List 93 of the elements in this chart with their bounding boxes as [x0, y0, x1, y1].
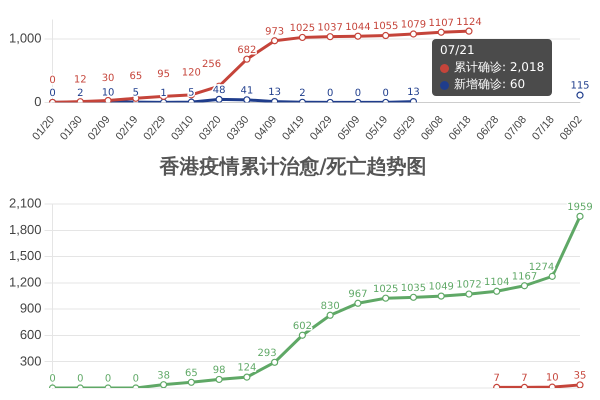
data-label: 0	[132, 374, 140, 385]
data-label: 0	[49, 75, 56, 86]
point	[298, 332, 306, 339]
y-tick-label: 0	[34, 94, 42, 110]
y-tick-label: 1,200	[8, 274, 42, 290]
data-label: 38	[157, 370, 170, 382]
data-label: 10	[102, 87, 114, 98]
point	[243, 374, 250, 381]
point	[465, 28, 473, 35]
data-label: 293	[258, 348, 277, 359]
y-tick-label: 300	[20, 353, 42, 368]
point	[438, 292, 445, 300]
data-label: 0	[354, 88, 362, 100]
data-label: 682	[237, 44, 256, 56]
data-label: 1044	[345, 22, 371, 33]
y-tick-label: 1,500	[8, 248, 42, 264]
data-label: 10	[546, 372, 559, 384]
point	[382, 294, 390, 302]
data-label: 973	[265, 26, 284, 38]
data-label: 1049	[428, 282, 454, 293]
point	[382, 32, 390, 40]
data-label: 0	[49, 88, 56, 100]
data-label: 35	[574, 370, 586, 382]
y-tick-label: 900	[20, 300, 42, 316]
point	[410, 294, 418, 301]
point	[271, 358, 278, 366]
point	[548, 272, 556, 280]
data-label: 30	[102, 73, 114, 84]
data-label: 830	[320, 300, 340, 312]
data-label: 120	[182, 67, 201, 78]
data-label: 124	[237, 362, 256, 374]
point	[160, 381, 168, 388]
annotation: 新增确诊: 60	[454, 77, 526, 92]
data-label: 2	[299, 88, 306, 99]
data-label: 65	[129, 70, 142, 82]
data-label: 1107	[428, 18, 454, 29]
point	[216, 96, 223, 102]
data-label: 1037	[317, 22, 343, 34]
point	[410, 30, 418, 38]
point	[326, 312, 334, 319]
point	[576, 381, 584, 388]
annotation: 累计确诊: 2,018	[454, 60, 544, 74]
data-label: 2	[77, 88, 84, 99]
y-tick-label: 1,000	[8, 30, 42, 46]
data-label: 65	[184, 368, 198, 379]
point	[216, 376, 223, 384]
data-label: 98	[212, 365, 226, 376]
chart-title: 香港疫情累计治愈/死亡趋势图	[158, 154, 427, 178]
point	[354, 32, 362, 40]
point	[520, 282, 528, 290]
data-label: 1959	[567, 202, 593, 213]
data-label: 967	[348, 288, 368, 300]
data-label: 95	[157, 69, 170, 80]
point	[354, 300, 362, 307]
annotation: 07/21	[440, 43, 475, 58]
point	[438, 28, 445, 36]
point	[298, 34, 306, 42]
data-label: 0	[104, 374, 112, 385]
point	[188, 378, 195, 386]
data-label: 1167	[512, 271, 538, 282]
y-tick-label: 1,800	[8, 222, 42, 237]
data-label: 0	[77, 374, 84, 385]
data-label: 7	[521, 372, 528, 384]
data-label: 1274	[528, 262, 554, 273]
data-label: 7	[494, 372, 500, 384]
data-label: 1104	[484, 276, 510, 288]
point	[326, 33, 334, 40]
y-tick-label: 600	[20, 327, 42, 342]
point	[271, 37, 278, 44]
data-label: 0	[326, 88, 334, 100]
data-label: 13	[268, 87, 281, 98]
point	[576, 212, 584, 220]
data-label: 0	[49, 374, 56, 385]
data-label: 1072	[456, 280, 482, 291]
data-label: 602	[292, 320, 312, 332]
data-label: 0	[382, 88, 389, 100]
data-label: 1025	[372, 284, 398, 295]
data-label: 1079	[400, 20, 426, 31]
point	[465, 290, 473, 298]
data-label: 115	[570, 80, 590, 92]
data-label: 1055	[372, 21, 398, 32]
point	[243, 96, 250, 102]
point	[243, 56, 250, 63]
point	[493, 288, 500, 295]
data-label: 1035	[400, 282, 426, 294]
data-label: 1025	[290, 23, 316, 34]
y-tick-label: 2,100	[8, 196, 42, 211]
point	[576, 92, 584, 99]
data-label: 41	[240, 85, 254, 96]
data-label: 256	[202, 58, 222, 70]
data-label: 12	[74, 74, 87, 86]
data-label: 1124	[456, 16, 482, 28]
data-label: 13	[407, 87, 420, 98]
